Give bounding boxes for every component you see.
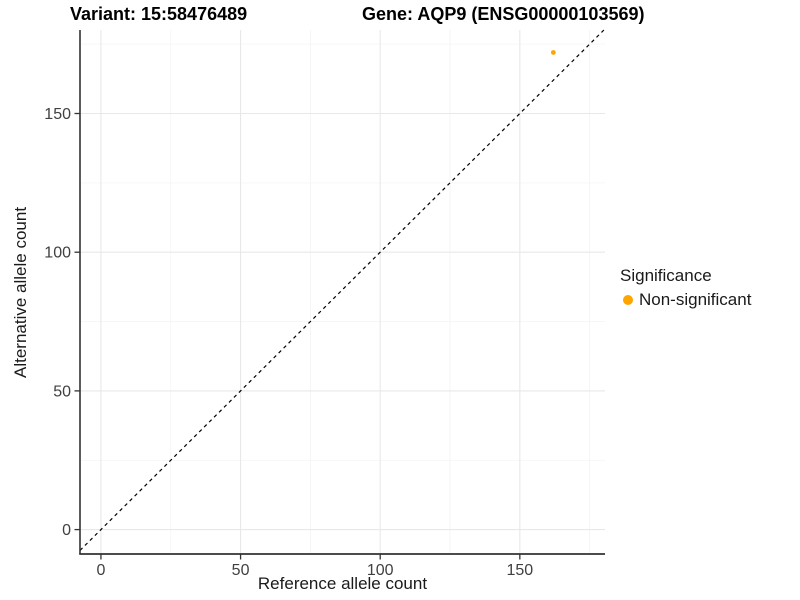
legend-title: Significance	[620, 266, 712, 285]
x-tick-label: 150	[506, 562, 533, 579]
variant-title: Variant: 15:58476489	[70, 4, 248, 24]
identity-line	[79, 29, 605, 551]
legend-entry: Non-significant	[620, 290, 751, 310]
gene-title: Gene: AQP9 (ENSG00000103569)	[362, 4, 645, 24]
y-tick-label: 100	[44, 245, 71, 262]
y-tick-label: 50	[53, 383, 71, 400]
y-axis-title: Alternative allele count	[11, 206, 30, 378]
plot-panel: 0 50 100 150 0 50 100 150	[44, 29, 605, 579]
x-tick-label: 0	[96, 562, 105, 579]
legend-dot-icon	[623, 295, 633, 305]
x-tick-label: 100	[367, 562, 394, 579]
data-point	[550, 50, 556, 55]
y-tick-label: 0	[62, 522, 71, 539]
legend-entry-label: Non-significant	[639, 290, 752, 309]
x-axis-title: Reference allele count	[257, 574, 428, 593]
x-tick-label: 50	[232, 562, 250, 579]
legend: Significance Non-significant	[620, 266, 751, 310]
y-tick-label: 150	[44, 106, 71, 123]
